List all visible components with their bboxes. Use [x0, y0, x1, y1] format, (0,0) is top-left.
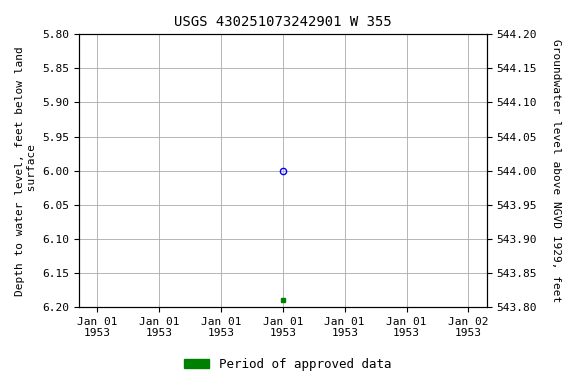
- Legend: Period of approved data: Period of approved data: [179, 353, 397, 376]
- Y-axis label: Groundwater level above NGVD 1929, feet: Groundwater level above NGVD 1929, feet: [551, 39, 561, 302]
- Title: USGS 430251073242901 W 355: USGS 430251073242901 W 355: [174, 15, 392, 29]
- Y-axis label: Depth to water level, feet below land
 surface: Depth to water level, feet below land su…: [15, 46, 37, 296]
